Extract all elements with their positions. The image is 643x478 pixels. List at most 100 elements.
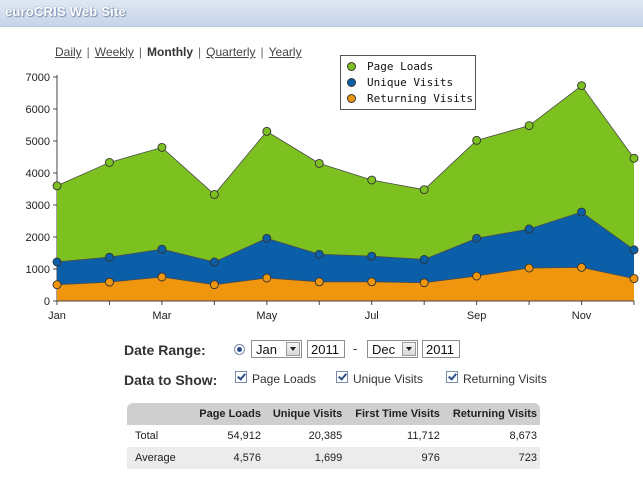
point-returning-visits — [524, 263, 534, 273]
point-unique-visits — [524, 224, 534, 234]
table-cell: 1,699 — [263, 447, 346, 469]
data-to-show-label: Data to Show: — [124, 372, 218, 388]
point-returning-visits — [577, 262, 586, 272]
point-returning-visits — [314, 277, 324, 287]
point-unique-visits — [209, 257, 219, 267]
returning-visits-checkbox-label[interactable]: Returning Visits — [463, 372, 547, 386]
chevron-down-icon[interactable] — [402, 342, 416, 356]
table-cell: 54,912 — [227, 430, 261, 442]
point-returning-visits — [157, 272, 167, 282]
point-returning-visits — [629, 274, 639, 284]
legend-swatch-unique-visits — [347, 78, 356, 87]
line-unique-visits — [56, 211, 635, 263]
point-page-loads — [157, 142, 167, 152]
point-unique-visits — [367, 251, 377, 261]
point-unique-visits — [419, 254, 429, 264]
table-cell: 4,576 — [191, 447, 264, 469]
point-page-loads — [472, 135, 482, 145]
from-year-input[interactable]: 2011 — [307, 340, 345, 358]
point-returning-visits — [52, 280, 62, 290]
area-returning-visits — [57, 267, 634, 301]
point-page-loads — [262, 126, 272, 136]
point-unique-visits — [262, 233, 272, 243]
point-page-loads — [209, 189, 219, 199]
unique-visits-checkbox-label[interactable]: Unique Visits — [353, 372, 423, 386]
page-loads-checkbox[interactable] — [235, 371, 247, 383]
legend-label: Page Loads — [367, 60, 434, 73]
page-loads-checkbox-label[interactable]: Page Loads — [252, 372, 317, 386]
point-returning-visits — [209, 280, 219, 290]
column-header — [127, 403, 191, 425]
y-tick-label: 3000 — [26, 200, 50, 212]
stats-table: Page Loads Unique Visits First Time Visi… — [127, 403, 540, 469]
chevron-down-icon[interactable] — [286, 342, 300, 356]
table-row: Total 54,912 20,385 11,712 8,673 — [127, 425, 540, 447]
period-weekly-link[interactable]: Weekly — [94, 45, 134, 59]
y-tick-label: 6000 — [26, 104, 50, 116]
period-daily-link[interactable]: Daily — [55, 45, 82, 59]
window-titlebar: euroCRIS Web Site — [0, 0, 643, 27]
window-title: euroCRIS Web Site — [5, 4, 126, 19]
legend-label: Unique Visits — [367, 76, 454, 89]
point-page-loads — [629, 153, 639, 163]
point-unique-visits — [52, 257, 62, 267]
line-returning-visits — [56, 266, 635, 286]
y-tick-label: 5000 — [26, 136, 50, 148]
row-label: Total — [135, 430, 159, 442]
column-header: First Time Visits — [345, 403, 443, 425]
period-separator: | — [86, 45, 90, 59]
period-separator: | — [198, 45, 202, 59]
period-yearly-link[interactable]: Yearly — [268, 45, 302, 59]
visits-area-chart: 0 1000 2000 3000 4000 5000 6000 7000 Jan Mar May Ju… — [26, 72, 639, 322]
column-header: Unique Visits — [263, 403, 346, 425]
point-returning-visits — [367, 277, 377, 287]
point-page-loads — [367, 175, 377, 185]
period-monthly-link[interactable]: Monthly — [147, 45, 194, 59]
x-tick-label: Mar — [152, 310, 171, 322]
y-tick-label: 4000 — [26, 168, 50, 180]
table-cell: 11,712 — [407, 430, 440, 442]
line-page-loads — [56, 85, 635, 196]
returning-visits-checkbox[interactable] — [446, 371, 458, 383]
legend-swatch-returning-visits — [347, 94, 356, 103]
point-unique-visits — [629, 245, 639, 255]
x-tick-label: Jan — [48, 310, 66, 322]
period-separator: | — [138, 45, 143, 59]
table-cell: 20,385 — [308, 430, 343, 442]
y-tick-label: 1000 — [26, 264, 50, 276]
point-page-loads — [577, 81, 586, 91]
date-range-radio[interactable] — [234, 344, 245, 355]
y-tick-label: 2000 — [26, 232, 50, 244]
x-tick-label: Nov — [572, 310, 592, 322]
table-cell: 8,673 — [509, 430, 537, 442]
y-tick-label: 0 — [44, 296, 50, 308]
legend-swatch-page-loads — [347, 62, 356, 71]
x-tick-label: May — [256, 310, 277, 322]
period-selector: Daily | Weekly | Monthly | Quarterly | Yearly — [55, 45, 302, 59]
row-label: Average — [127, 447, 191, 469]
x-tick-label: Jul — [365, 310, 379, 322]
point-returning-visits — [105, 277, 114, 287]
from-month-select[interactable]: Jan — [251, 340, 302, 358]
point-page-loads — [524, 121, 534, 131]
period-quarterly-link[interactable]: Quarterly — [206, 45, 256, 59]
range-dash: - — [353, 341, 358, 356]
date-range-label: Date Range: — [124, 342, 206, 358]
point-unique-visits — [157, 244, 167, 254]
point-returning-visits — [472, 271, 482, 281]
unique-visits-checkbox[interactable] — [336, 371, 348, 383]
to-month-value: Dec — [372, 342, 396, 357]
column-header: Page Loads — [191, 403, 264, 425]
point-unique-visits — [472, 233, 482, 243]
point-page-loads — [419, 185, 429, 195]
to-month-select[interactable]: Dec — [367, 340, 418, 358]
period-separator: | — [260, 45, 264, 59]
column-header: Returning Visits — [442, 403, 540, 425]
y-tick-label: 7000 — [26, 72, 50, 84]
point-unique-visits — [577, 207, 586, 217]
table-cell: 976 — [345, 447, 443, 469]
to-year-input[interactable]: 2011 — [422, 340, 460, 358]
point-unique-visits — [105, 252, 114, 262]
point-page-loads — [314, 158, 324, 168]
x-tick-label: Sep — [467, 310, 487, 322]
